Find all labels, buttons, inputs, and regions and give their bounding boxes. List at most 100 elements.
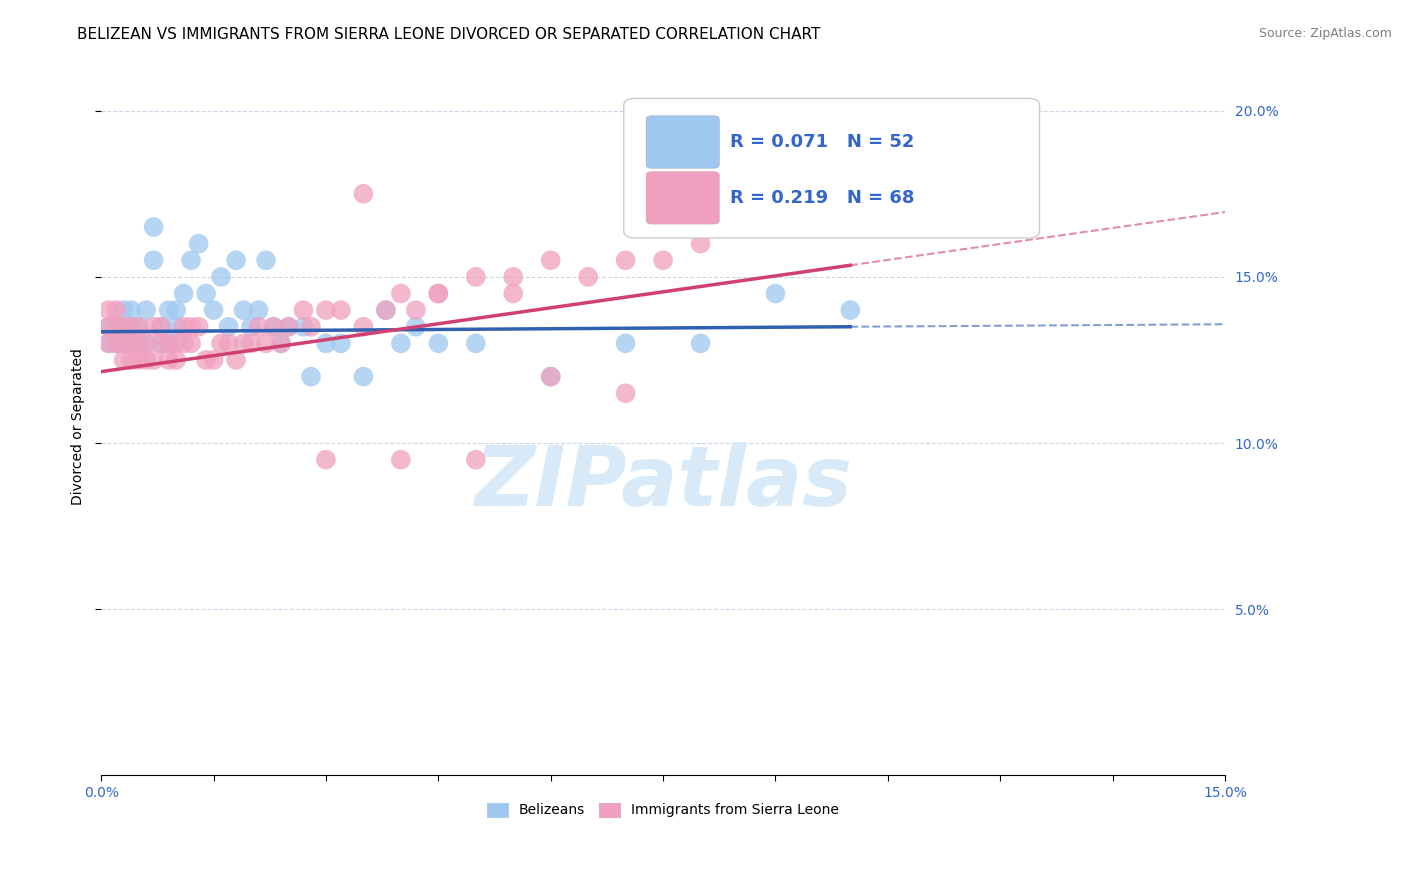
Point [292,319,315,334]
Point [165,319,187,334]
Point [202,303,225,318]
Point [150,319,173,334]
Point [128,319,150,334]
Point [97,336,120,351]
Point [105,319,128,334]
Point [374,303,396,318]
Point [165,336,187,351]
Point [120,353,142,368]
Point [263,319,285,334]
Point [112,303,135,318]
Point [329,303,352,318]
Legend: Belizeans, Immigrants from Sierra Leone: Belizeans, Immigrants from Sierra Leone [481,796,846,824]
Point [120,336,142,351]
Point [187,319,209,334]
Point [652,253,675,268]
Point [97,319,120,334]
Point [292,303,315,318]
Point [277,319,299,334]
Point [464,452,486,467]
Point [240,336,263,351]
Point [157,353,180,368]
Point [209,336,232,351]
Text: R = 0.219   N = 68: R = 0.219 N = 68 [731,188,915,207]
Point [225,353,247,368]
FancyBboxPatch shape [647,171,720,224]
Point [97,319,120,334]
Point [150,336,173,351]
Point [299,369,322,384]
Point [352,369,374,384]
Point [614,336,637,351]
Point [576,269,599,284]
Point [427,336,450,351]
Point [120,319,142,334]
Point [150,336,173,351]
Point [157,336,180,351]
Point [270,336,292,351]
Point [97,303,120,318]
Point [247,303,270,318]
Point [173,319,195,334]
Point [120,303,142,318]
Point [225,253,247,268]
Point [405,303,427,318]
Point [277,319,299,334]
Point [150,319,173,334]
Point [389,452,412,467]
Point [112,319,135,334]
Point [502,286,524,301]
Point [765,220,787,235]
Point [157,303,180,318]
Point [142,253,165,268]
Point [315,303,337,318]
Point [540,253,562,268]
Point [254,336,277,351]
Point [689,336,711,351]
Point [135,353,157,368]
Point [540,369,562,384]
Point [374,303,396,318]
Point [209,269,232,284]
Point [112,336,135,351]
Point [105,336,128,351]
Point [263,319,285,334]
Point [247,319,270,334]
Text: BELIZEAN VS IMMIGRANTS FROM SIERRA LEONE DIVORCED OR SEPARATED CORRELATION CHART: BELIZEAN VS IMMIGRANTS FROM SIERRA LEONE… [77,27,821,42]
Point [254,253,277,268]
Point [389,286,412,301]
Point [165,353,187,368]
Point [389,336,412,351]
Point [180,253,202,268]
Point [765,286,787,301]
Point [157,336,180,351]
Point [232,336,254,351]
Point [427,286,450,301]
Point [502,269,524,284]
Point [218,336,240,351]
Point [173,336,195,351]
Point [352,319,374,334]
Point [142,353,165,368]
FancyBboxPatch shape [647,116,720,169]
Point [120,336,142,351]
Point [464,336,486,351]
Point [128,336,150,351]
Point [270,336,292,351]
Point [128,336,150,351]
Point [352,186,374,201]
Point [315,336,337,351]
Point [839,203,862,218]
Point [180,319,202,334]
Point [315,452,337,467]
Point [614,386,637,401]
Point [128,353,150,368]
Point [105,303,128,318]
FancyBboxPatch shape [624,98,1039,238]
Point [112,319,135,334]
Text: R = 0.071   N = 52: R = 0.071 N = 52 [731,133,915,151]
Point [112,336,135,351]
Point [427,286,450,301]
Point [839,303,862,318]
Point [218,319,240,334]
